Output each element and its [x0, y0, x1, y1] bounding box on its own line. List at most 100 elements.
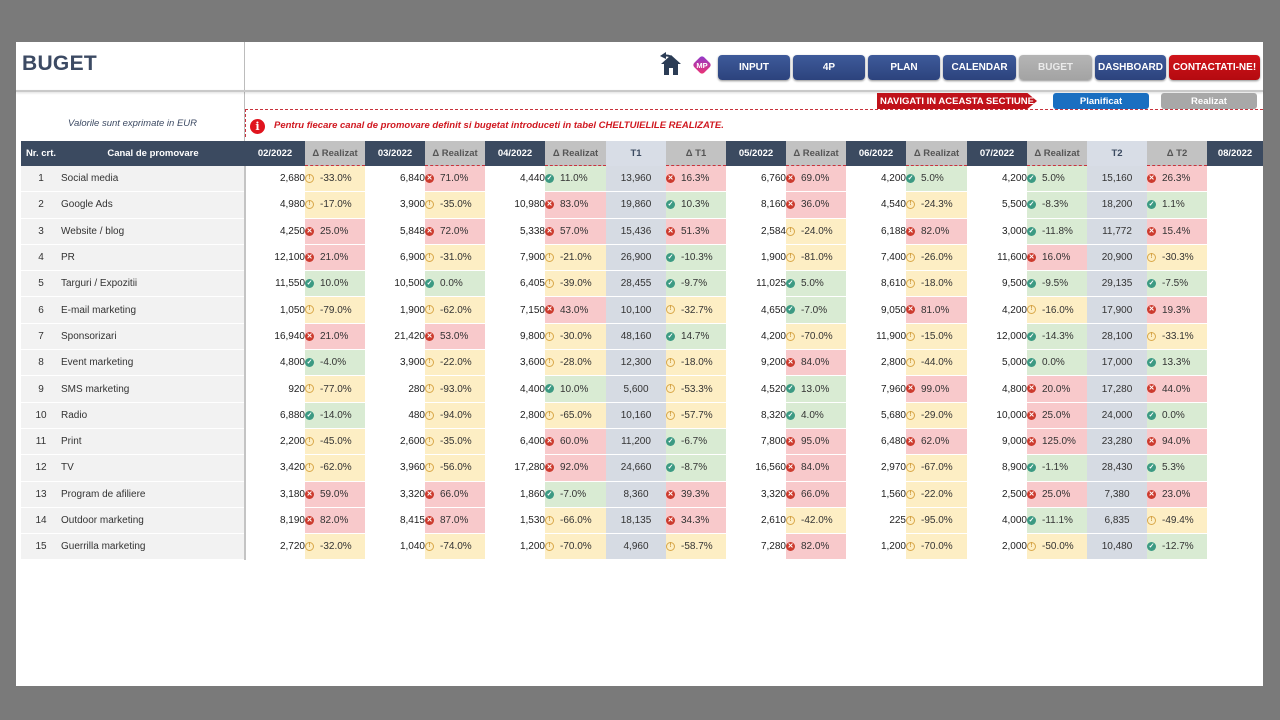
month-value-cell[interactable]: 7,400 [846, 244, 906, 272]
month-value-cell[interactable]: 6,840 [365, 165, 425, 193]
month-value-cell[interactable] [1207, 191, 1263, 219]
month-value-cell[interactable] [1207, 296, 1263, 324]
quarter-total-cell[interactable]: 20,900 [1087, 244, 1147, 272]
nav-4p-button[interactable]: 4P [793, 55, 865, 80]
month-value-cell[interactable]: 3,180 [245, 481, 305, 508]
month-value-cell[interactable]: 5,680 [846, 402, 906, 429]
month-value-cell[interactable]: 6,188 [846, 218, 906, 245]
quarter-total-cell[interactable]: 6,835 [1087, 507, 1147, 535]
month-value-cell[interactable]: 9,050 [846, 296, 906, 324]
month-value-cell[interactable]: 3,420 [245, 454, 305, 482]
quarter-total-cell[interactable]: 17,000 [1087, 349, 1147, 377]
month-value-cell[interactable]: 1,200 [485, 533, 545, 561]
month-value-cell[interactable]: 1,530 [485, 507, 545, 535]
month-value-cell[interactable]: 1,040 [365, 533, 425, 561]
month-value-cell[interactable] [1207, 454, 1263, 482]
month-value-cell[interactable]: 1,860 [485, 481, 545, 508]
month-value-cell[interactable]: 2,000 [967, 533, 1027, 561]
month-value-cell[interactable]: 4,200 [967, 296, 1027, 324]
month-value-cell[interactable]: 1,050 [245, 296, 305, 324]
month-value-cell[interactable]: 4,400 [485, 375, 545, 403]
month-value-cell[interactable]: 3,320 [726, 481, 786, 508]
month-value-cell[interactable]: 1,900 [726, 244, 786, 272]
month-value-cell[interactable]: 2,200 [245, 428, 305, 456]
month-value-cell[interactable]: 6,900 [365, 244, 425, 272]
month-value-cell[interactable]: 10,500 [365, 270, 425, 298]
month-value-cell[interactable]: 6,760 [726, 165, 786, 193]
nav-dashboard-button[interactable]: DASHBOARD [1095, 55, 1166, 80]
month-value-cell[interactable]: 4,200 [846, 165, 906, 193]
month-value-cell[interactable] [1207, 533, 1263, 561]
month-value-cell[interactable]: 2,970 [846, 454, 906, 482]
month-value-cell[interactable]: 16,560 [726, 454, 786, 482]
quarter-total-cell[interactable]: 24,000 [1087, 402, 1147, 429]
month-value-cell[interactable]: 4,520 [726, 375, 786, 403]
month-value-cell[interactable]: 4,250 [245, 218, 305, 245]
quarter-total-cell[interactable]: 13,960 [606, 165, 666, 193]
month-value-cell[interactable]: 2,800 [846, 349, 906, 377]
month-value-cell[interactable]: 10,000 [967, 402, 1027, 429]
month-value-cell[interactable]: 2,600 [365, 428, 425, 456]
month-value-cell[interactable]: 2,610 [726, 507, 786, 535]
quarter-total-cell[interactable]: 28,100 [1087, 323, 1147, 351]
quarter-total-cell[interactable]: 29,135 [1087, 270, 1147, 298]
month-value-cell[interactable]: 6,400 [485, 428, 545, 456]
month-value-cell[interactable]: 1,900 [365, 296, 425, 324]
month-value-cell[interactable]: 3,000 [967, 218, 1027, 245]
realizat-button[interactable]: Realizat [1161, 93, 1257, 109]
month-value-cell[interactable]: 2,680 [245, 165, 305, 193]
month-value-cell[interactable]: 225 [846, 507, 906, 535]
month-value-cell[interactable] [1207, 428, 1263, 456]
month-value-cell[interactable]: 8,190 [245, 507, 305, 535]
month-value-cell[interactable]: 8,900 [967, 454, 1027, 482]
month-value-cell[interactable]: 9,500 [967, 270, 1027, 298]
month-value-cell[interactable]: 21,420 [365, 323, 425, 351]
quarter-total-cell[interactable]: 18,135 [606, 507, 666, 535]
month-value-cell[interactable]: 10,980 [485, 191, 545, 219]
month-value-cell[interactable]: 7,900 [485, 244, 545, 272]
month-value-cell[interactable]: 11,025 [726, 270, 786, 298]
month-value-cell[interactable]: 4,650 [726, 296, 786, 324]
month-value-cell[interactable]: 6,880 [245, 402, 305, 429]
quarter-total-cell[interactable]: 15,436 [606, 218, 666, 245]
month-value-cell[interactable]: 11,600 [967, 244, 1027, 272]
month-value-cell[interactable]: 5,338 [485, 218, 545, 245]
home-back-icon[interactable] [657, 50, 685, 78]
month-value-cell[interactable]: 11,900 [846, 323, 906, 351]
month-value-cell[interactable]: 3,320 [365, 481, 425, 508]
month-value-cell[interactable]: 1,200 [846, 533, 906, 561]
quarter-total-cell[interactable]: 10,480 [1087, 533, 1147, 561]
month-value-cell[interactable]: 2,800 [485, 402, 545, 429]
month-value-cell[interactable]: 2,500 [967, 481, 1027, 508]
month-value-cell[interactable]: 4,540 [846, 191, 906, 219]
month-value-cell[interactable]: 12,100 [245, 244, 305, 272]
mp-logo-icon[interactable]: MP [691, 54, 713, 76]
month-value-cell[interactable]: 7,800 [726, 428, 786, 456]
month-value-cell[interactable]: 7,150 [485, 296, 545, 324]
month-value-cell[interactable]: 3,900 [365, 191, 425, 219]
month-value-cell[interactable]: 9,200 [726, 349, 786, 377]
nav-buget-button[interactable]: BUGET [1019, 55, 1092, 80]
month-value-cell[interactable] [1207, 402, 1263, 429]
month-value-cell[interactable]: 4,000 [967, 507, 1027, 535]
quarter-total-cell[interactable]: 10,160 [606, 402, 666, 429]
quarter-total-cell[interactable]: 26,900 [606, 244, 666, 272]
quarter-total-cell[interactable]: 28,455 [606, 270, 666, 298]
month-value-cell[interactable]: 8,610 [846, 270, 906, 298]
quarter-total-cell[interactable]: 23,280 [1087, 428, 1147, 456]
month-value-cell[interactable]: 4,440 [485, 165, 545, 193]
nav-input-button[interactable]: INPUT [718, 55, 790, 80]
month-value-cell[interactable]: 8,415 [365, 507, 425, 535]
quarter-total-cell[interactable]: 48,160 [606, 323, 666, 351]
contact-button[interactable]: CONTACTATI-NE! [1169, 55, 1260, 80]
month-value-cell[interactable]: 4,800 [245, 349, 305, 377]
month-value-cell[interactable] [1207, 349, 1263, 377]
nav-plan-button[interactable]: PLAN [868, 55, 940, 80]
month-value-cell[interactable]: 8,160 [726, 191, 786, 219]
month-value-cell[interactable]: 2,584 [726, 218, 786, 245]
month-value-cell[interactable]: 280 [365, 375, 425, 403]
month-value-cell[interactable]: 2,720 [245, 533, 305, 561]
month-value-cell[interactable]: 480 [365, 402, 425, 429]
quarter-total-cell[interactable]: 11,200 [606, 428, 666, 456]
month-value-cell[interactable]: 3,960 [365, 454, 425, 482]
